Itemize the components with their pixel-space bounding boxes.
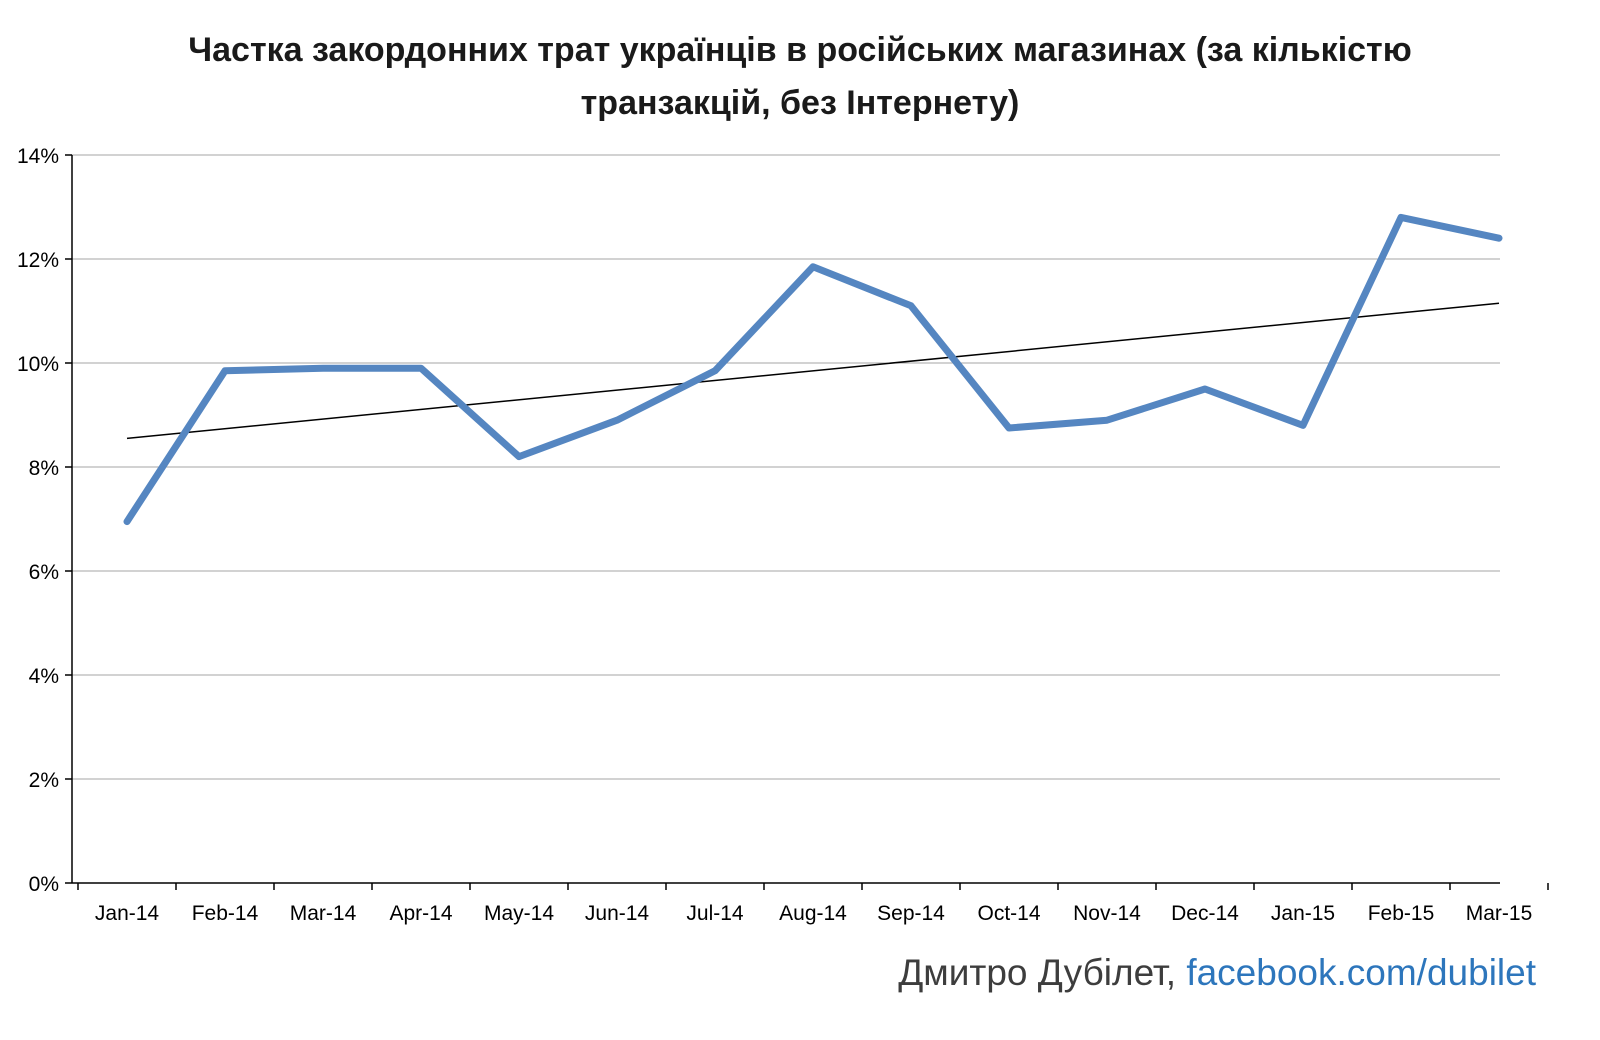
y-tick-label: 6% xyxy=(29,561,59,584)
y-tick-label: 2% xyxy=(29,769,59,792)
y-tick-label: 10% xyxy=(17,353,59,376)
x-tick-label: Dec-14 xyxy=(1171,902,1239,925)
x-tick-label: Mar-15 xyxy=(1466,902,1533,925)
x-tick-label: May-14 xyxy=(484,902,554,925)
author-name: Дмитро Дубілет, xyxy=(898,952,1187,993)
x-tick-label: Jan-14 xyxy=(95,902,160,925)
x-tick-label: Mar-14 xyxy=(290,902,357,925)
chart-title: Частка закордонних трат українців в росі… xyxy=(188,31,1412,122)
x-tick-label: Jan-15 xyxy=(1271,902,1335,925)
x-tick-label: Oct-14 xyxy=(977,902,1040,925)
y-tick-label: 14% xyxy=(17,145,59,168)
y-tick-label: 0% xyxy=(29,873,59,896)
x-tick-label: Jul-14 xyxy=(686,902,744,925)
line-chart-plot-area: 0% 2% 4% 6% 8% 10% 12% 14% Jan-14 Feb-14 Mar-14 Apr… xyxy=(17,145,1549,925)
x-tick-label: Feb-15 xyxy=(1368,902,1435,925)
y-tick-label: 12% xyxy=(17,249,59,272)
facebook-link: facebook.com/dubilet xyxy=(1186,952,1536,993)
chart-footer: Дмитро Дубілет, facebook.com/dubilet xyxy=(898,952,1536,994)
x-tick-label: Aug-14 xyxy=(779,902,847,925)
x-tick-label: Apr-14 xyxy=(389,902,452,925)
x-tick-label: Feb-14 xyxy=(192,902,259,925)
y-tick-label: 8% xyxy=(29,457,59,480)
x-tick-label: Sep-14 xyxy=(877,902,945,925)
x-tick-label: Nov-14 xyxy=(1073,902,1141,925)
x-tick-label: Jun-14 xyxy=(585,902,650,925)
data-series-line xyxy=(123,213,1503,526)
y-tick-label: 4% xyxy=(29,665,59,688)
trendline xyxy=(126,302,1500,440)
